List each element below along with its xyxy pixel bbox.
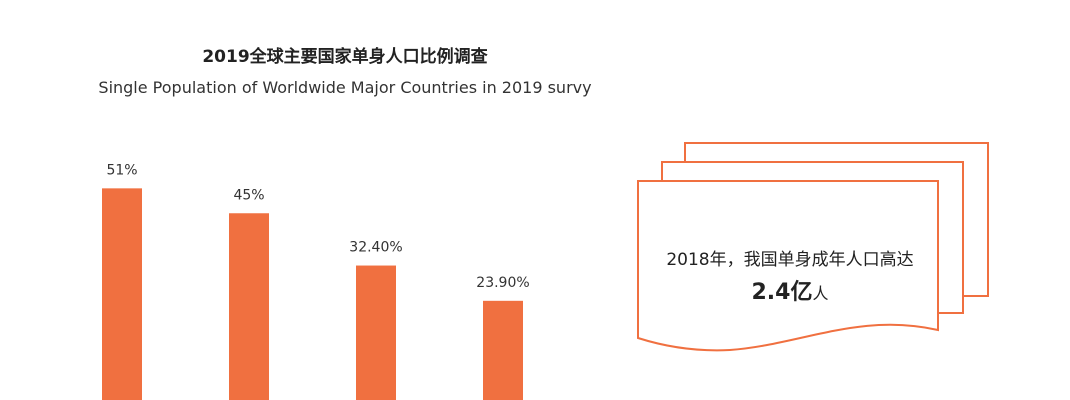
chart-title: 2019全球主要国家单身人口比例调查	[202, 47, 488, 67]
bar-2	[229, 213, 269, 400]
bar-value-label-3: 32.40%	[349, 240, 402, 256]
note-big-value: 2.4亿	[751, 280, 813, 305]
bar-3	[356, 265, 396, 400]
bar-value-label-2: 45%	[233, 187, 264, 203]
bar-1	[102, 188, 142, 400]
bar-4	[483, 300, 523, 400]
bar-chart: 51% 45% 32.40% 23.90%	[102, 162, 530, 400]
note-highlight: 2.4亿人	[640, 274, 940, 306]
note-text: 2018年，我国单身成年人口高达	[666, 250, 914, 270]
chart-subtitle: Single Population of Worldwide Major Cou…	[98, 78, 592, 97]
bar-value-label-4: 23.90%	[476, 275, 529, 291]
bar-value-label-1: 51%	[106, 162, 137, 178]
note-unit: 人	[812, 284, 829, 303]
